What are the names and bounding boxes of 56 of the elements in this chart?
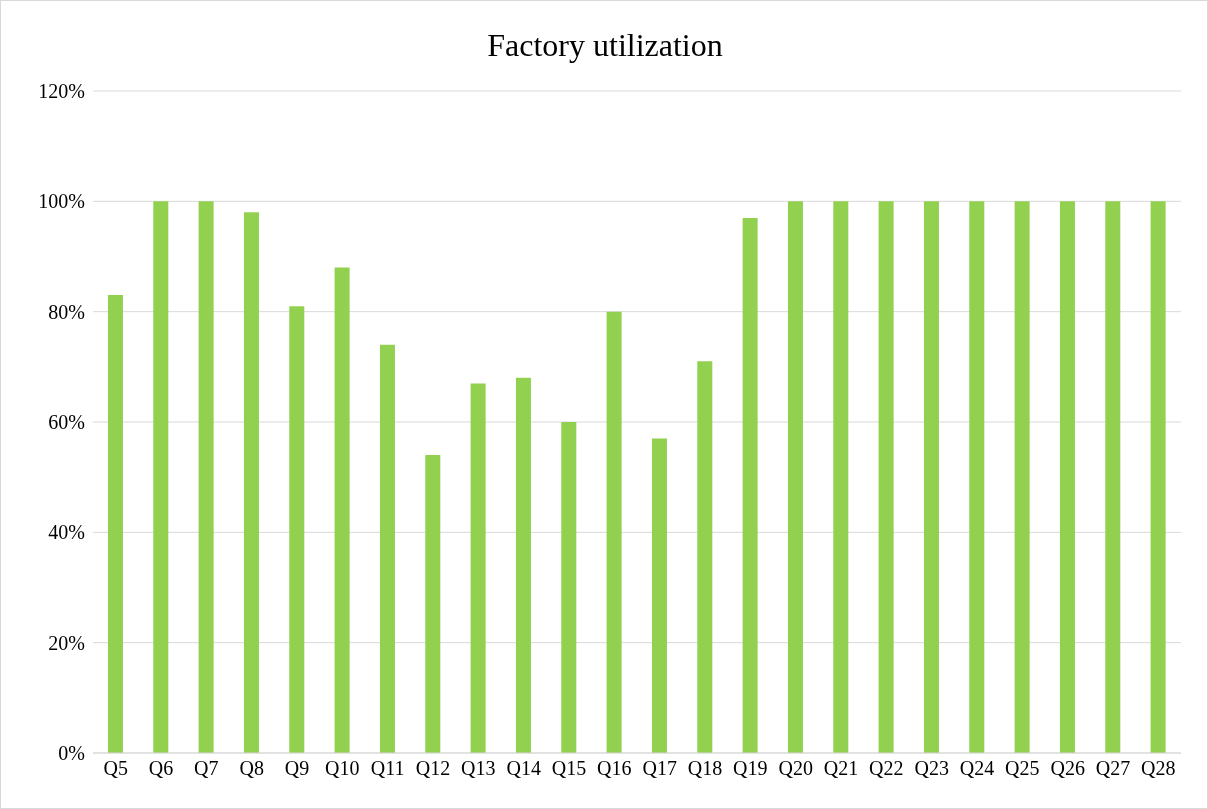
bar [969,201,985,753]
bar [923,201,939,753]
x-tick-label: Q19 [733,757,768,780]
x-tick-label: Q17 [642,757,677,780]
x-tick-label: Q7 [194,757,219,780]
bar [561,422,577,753]
bar [878,201,894,753]
bar [107,295,123,753]
x-tick-label: Q20 [778,757,813,780]
bar [606,311,622,753]
x-tick-label: Q26 [1050,757,1085,780]
bar [379,344,395,753]
bar [833,201,849,753]
y-tick-label: 120% [38,80,85,103]
bar [198,201,214,753]
bar [1105,201,1121,753]
y-tick-label: 80% [48,300,85,323]
bar [1014,201,1030,753]
y-tick-label: 60% [48,411,85,434]
bar [1150,201,1166,753]
bar [243,212,259,753]
x-tick-label: Q22 [869,757,904,780]
bar [1059,201,1075,753]
bar [153,201,169,753]
x-tick-label: Q13 [461,757,496,780]
x-tick-label: Q21 [823,757,859,780]
y-tick-label: 20% [48,631,85,654]
bar [470,383,486,753]
chart-title: Factory utilization [486,27,724,64]
x-tick-label: Q28 [1141,757,1176,780]
bar [651,438,667,753]
x-tick-label: Q5 [103,757,128,780]
x-tick-label: Q18 [687,757,723,780]
bar [515,377,531,753]
x-tick-label: Q24 [959,757,995,780]
x-tick-label: Q16 [597,757,632,780]
bar [289,306,305,753]
x-tick-label: Q25 [1005,757,1040,780]
x-tick-label: Q10 [325,757,360,780]
x-tick-label: Q27 [1095,757,1131,780]
bar [334,267,350,753]
bar [787,201,803,753]
y-tick-label: 0% [58,742,85,765]
bar [742,217,758,753]
x-tick-label: Q15 [551,757,587,780]
x-tick-label: Q12 [415,757,451,780]
x-tick-label: Q6 [148,757,174,780]
x-tick-label: Q9 [284,757,310,780]
x-tick-label: Q14 [506,757,541,780]
x-tick-label: Q23 [914,757,949,780]
x-tick-label: Q11 [370,757,405,780]
bar [697,361,713,753]
y-tick-label: 40% [48,521,85,544]
y-tick-label: 100% [38,190,85,213]
x-tick-label: Q8 [239,757,264,780]
bar [425,455,441,753]
